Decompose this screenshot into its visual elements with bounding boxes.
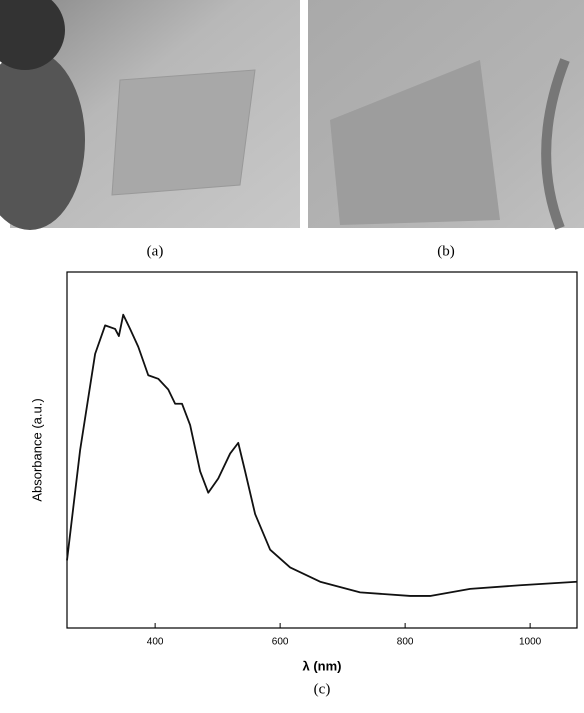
x-tick-label: 400 [147,637,164,648]
panel-label: (a) [147,243,164,259]
panel-label: (c) [314,681,331,697]
panel-label: (b) [437,243,455,259]
y-axis-label: Absorbance (a.u.) [29,398,44,501]
x-tick-label: 1000 [519,637,542,648]
photo-b [308,0,584,230]
data-line [66,313,578,597]
plot-frame [66,271,578,629]
photo-a [0,0,300,230]
x-tick-label: 600 [272,637,289,648]
x-tick-label: 800 [397,637,414,648]
x-axis-label: λ (nm) [303,658,342,673]
